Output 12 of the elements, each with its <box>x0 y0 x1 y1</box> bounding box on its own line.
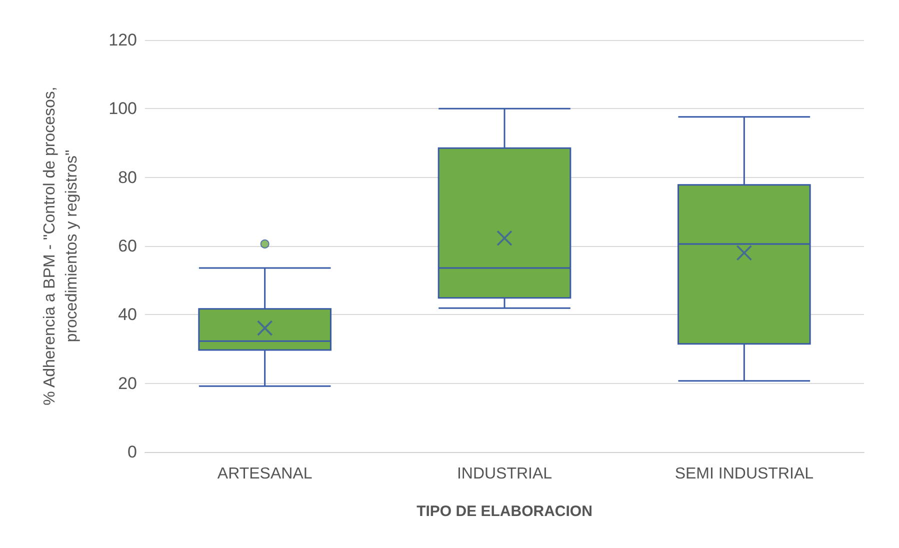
y-tick-label: 0 <box>128 442 137 462</box>
x-axis-title: TIPO DE ELABORACION <box>416 503 592 520</box>
y-tick-label: 120 <box>108 30 137 50</box>
y-tick-label: 80 <box>118 168 137 187</box>
y-tick-label: 40 <box>118 305 137 324</box>
y-tick-label: 60 <box>118 236 137 256</box>
y-axis-title: % Adherencia a BPM - "Control de procesos, procedimientos y registros" <box>42 86 80 406</box>
y-tick-label: 20 <box>118 374 137 393</box>
x-tick-label: SEMI INDUSTRIAL <box>674 466 814 482</box>
x-tick-label: ARTESANAL <box>217 466 312 482</box>
y-tick-label: 100 <box>108 99 137 118</box>
x-tick-label: INDUSTRIAL <box>456 466 552 482</box>
